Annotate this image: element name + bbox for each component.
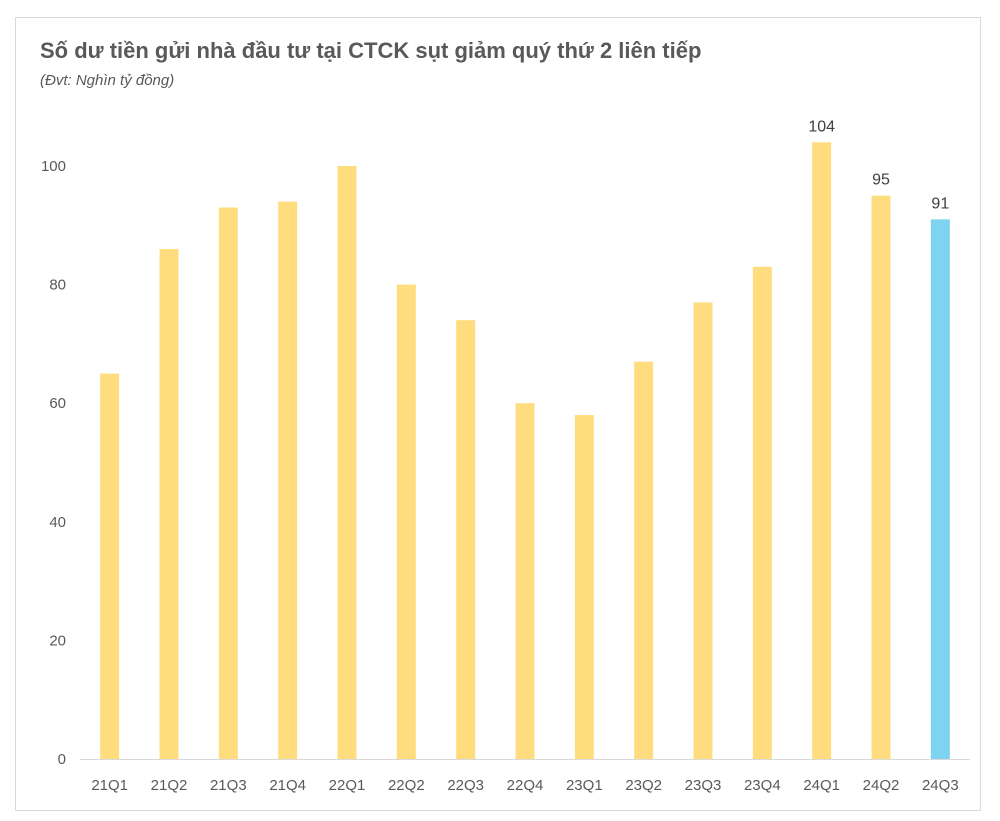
y-tick-label: 100 [41,158,66,175]
x-tick-label: 24Q3 [922,777,959,794]
y-tick-label: 40 [49,514,66,531]
x-tick-label: 22Q1 [329,777,366,794]
bar-21Q1 [100,373,120,759]
bar-21Q2 [159,249,179,759]
x-tick-label: 23Q4 [744,777,781,794]
x-tick-label: 21Q1 [91,777,128,794]
bar-21Q4 [278,201,298,759]
x-tick-label: 22Q3 [447,777,484,794]
x-tick-label: 23Q2 [625,777,662,794]
bar-24Q1 [812,142,832,759]
chart-subtitle: (Đvt: Nghìn tỷ đồng) [40,72,175,89]
bar-22Q1 [337,166,357,759]
bar-22Q3 [456,320,476,759]
x-tick-label: 23Q1 [566,777,603,794]
chart-title: Số dư tiền gửi nhà đầu tư tại CTCK sụt g… [40,38,702,63]
y-tick-label: 0 [58,751,66,768]
x-tick-label: 24Q1 [803,777,840,794]
bar-23Q2 [634,361,654,759]
x-tick-label: 24Q2 [863,777,900,794]
x-tick-label: 21Q2 [151,777,188,794]
data-label: 95 [872,172,890,189]
x-tick-label: 21Q4 [269,777,306,794]
bar-22Q2 [396,284,416,759]
data-label: 91 [931,195,949,212]
x-tick-label: 21Q3 [210,777,247,794]
y-tick-label: 80 [49,277,66,294]
y-tick-label: 60 [49,395,66,412]
data-label: 104 [808,118,835,135]
x-tick-label: 22Q2 [388,777,425,794]
x-tick-label: 23Q3 [685,777,722,794]
y-tick-label: 20 [49,632,66,649]
bar-24Q3 [930,219,950,759]
bar-23Q4 [752,266,772,759]
bar-23Q1 [574,415,594,759]
bar-23Q3 [693,302,713,759]
bar-21Q3 [218,207,238,759]
x-tick-label: 22Q4 [507,777,544,794]
bar-24Q2 [871,195,891,759]
bar-22Q4 [515,403,535,759]
